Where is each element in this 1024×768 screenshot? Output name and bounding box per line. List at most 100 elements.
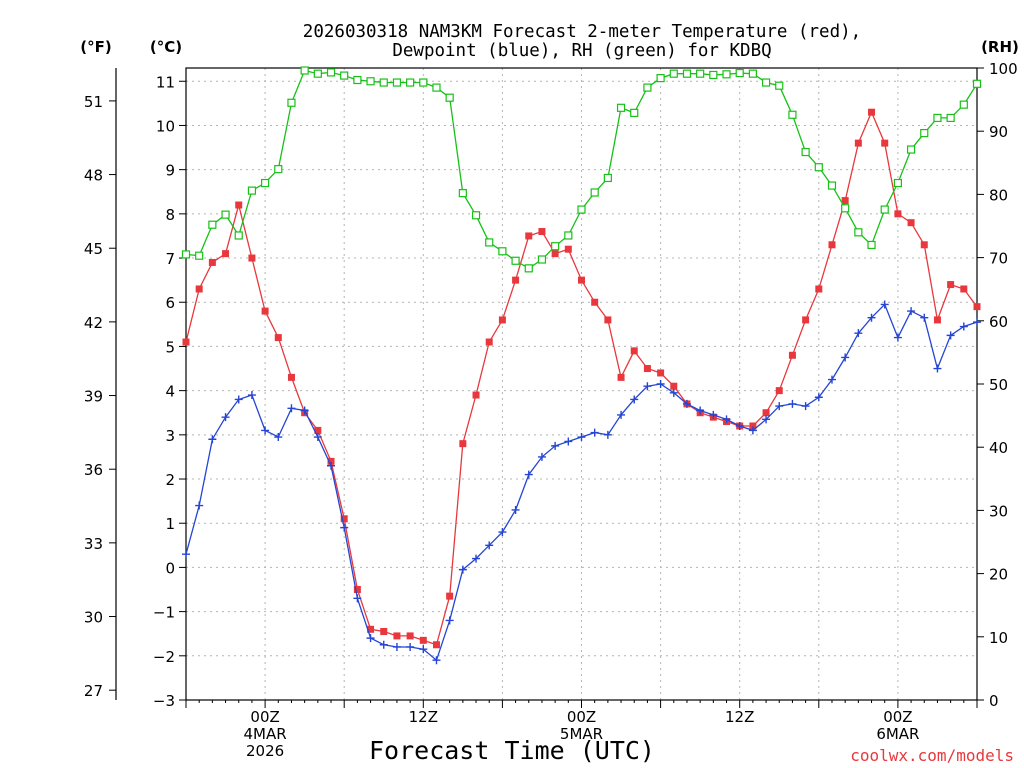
- temperature-point: [432, 641, 440, 649]
- relative-humidity-point: [577, 205, 586, 214]
- celsius-tick-label: 1: [165, 515, 175, 533]
- dewpoint-point: [300, 406, 309, 415]
- celsius-unit-label: (°C): [150, 38, 182, 56]
- relative-humidity-point: [340, 71, 349, 80]
- dewpoint-point: [445, 616, 454, 625]
- dewpoint-point: [709, 410, 718, 419]
- temperature-point: [485, 338, 493, 346]
- fahrenheit-tick-label: 30: [84, 609, 103, 627]
- relative-humidity-point: [775, 81, 784, 90]
- celsius-tick-label: 4: [165, 383, 175, 401]
- dewpoint-point: [933, 364, 942, 373]
- dewpoint-point: [722, 415, 731, 424]
- temperature-point: [380, 627, 388, 635]
- rh-unit-label: (RH): [981, 38, 1019, 56]
- temperature-point: [617, 373, 625, 381]
- relative-humidity-point: [511, 256, 520, 265]
- dewpoint-point: [880, 300, 889, 309]
- temperature-point: [933, 316, 941, 324]
- temperature-point: [947, 281, 955, 289]
- temperature-point: [881, 139, 889, 147]
- dewpoint-point: [498, 528, 507, 537]
- chart-gridlines: [186, 68, 977, 701]
- celsius-tick-label: 0: [165, 559, 175, 577]
- temperature-point: [894, 210, 902, 218]
- temperature-point: [314, 426, 322, 434]
- plot-frame: [185, 67, 978, 701]
- temperature-line: [185, 110, 978, 646]
- temperature-point: [195, 285, 203, 293]
- relative-humidity-point: [300, 66, 309, 75]
- fahrenheit-unit-label: (°F): [80, 38, 111, 56]
- rh-tick-label: 90: [989, 123, 1008, 141]
- relative-humidity-point: [287, 98, 296, 107]
- temperature-point: [222, 250, 230, 258]
- celsius-tick-label: 6: [165, 294, 175, 312]
- celsius-tick-label: 7: [165, 250, 175, 268]
- rh-tick-label: 60: [989, 313, 1008, 331]
- x-tick-label: 12Z: [409, 708, 438, 726]
- relative-humidity-point: [366, 77, 375, 86]
- temperature-point: [657, 369, 665, 377]
- celsius-tick-label: 2: [165, 471, 175, 489]
- temperature-point: [248, 254, 256, 262]
- chart-title: 2026030318 NAM3KM Forecast 2-meter Tempe…: [303, 22, 861, 61]
- dewpoint-point: [577, 433, 586, 442]
- relative-humidity-point: [551, 242, 560, 251]
- celsius-tick-label: −1: [153, 604, 175, 622]
- dewpoint-point: [920, 313, 929, 322]
- rh-tick-label: 30: [989, 502, 1008, 520]
- dewpoint-point: [630, 395, 639, 404]
- temperature-point: [907, 219, 915, 227]
- credit-label: coolwx.com/models: [850, 746, 1014, 765]
- temperature-point: [670, 382, 678, 390]
- temperature-point: [762, 409, 770, 417]
- temperature-point: [340, 515, 348, 523]
- dewpoint-point: [907, 307, 916, 316]
- dewpoint-point: [973, 318, 981, 327]
- dewpoint-point: [485, 541, 494, 550]
- temperature-point: [564, 245, 572, 253]
- relative-humidity-point: [696, 69, 705, 78]
- relative-humidity-point: [537, 255, 547, 264]
- celsius-tick-label: 8: [165, 206, 175, 224]
- dewpoint-point: [432, 656, 441, 665]
- dewpoint-point: [537, 452, 546, 461]
- celsius-tick-label: 9: [165, 162, 175, 180]
- relative-humidity-point: [564, 231, 573, 240]
- dewpoint-point: [353, 594, 362, 603]
- rh-tick-label: 80: [989, 186, 1008, 204]
- temperature-point: [630, 347, 638, 355]
- rh-tick-label: 10: [989, 629, 1008, 647]
- rh-tick-label: 0: [989, 692, 999, 710]
- relative-humidity-point: [234, 231, 243, 240]
- temperature-point: [802, 316, 810, 324]
- dewpoint-point: [524, 470, 533, 479]
- temperature-point: [538, 228, 546, 236]
- temperature-point: [446, 592, 454, 600]
- dewpoint-point: [366, 634, 375, 643]
- dewpoint-point: [762, 415, 771, 424]
- relative-humidity-point: [445, 93, 454, 102]
- chart-series: [181, 66, 982, 665]
- relative-humidity-point: [524, 264, 533, 273]
- x-tick-label: 12Z: [725, 708, 754, 726]
- fahrenheit-tick-label: 48: [84, 167, 103, 185]
- dewpoint-point: [208, 435, 217, 444]
- dewpoint-point: [867, 313, 876, 322]
- temperature-point: [775, 387, 783, 395]
- dewpoint-point: [406, 642, 415, 651]
- dewpoint-point: [603, 430, 612, 439]
- dewpoint-point: [696, 406, 705, 415]
- fahrenheit-tick-label: 45: [84, 240, 103, 258]
- relative-humidity-point: [353, 75, 362, 85]
- dewpoint-point: [287, 404, 296, 413]
- relative-humidity-point: [669, 69, 678, 78]
- relative-humidity-point: [972, 79, 982, 88]
- relative-humidity-point: [814, 163, 823, 172]
- relative-humidity-point: [643, 83, 652, 92]
- x-axis-title: Forecast Time (UTC): [369, 736, 655, 765]
- temperature-point: [841, 197, 849, 205]
- relative-humidity-point: [208, 220, 217, 229]
